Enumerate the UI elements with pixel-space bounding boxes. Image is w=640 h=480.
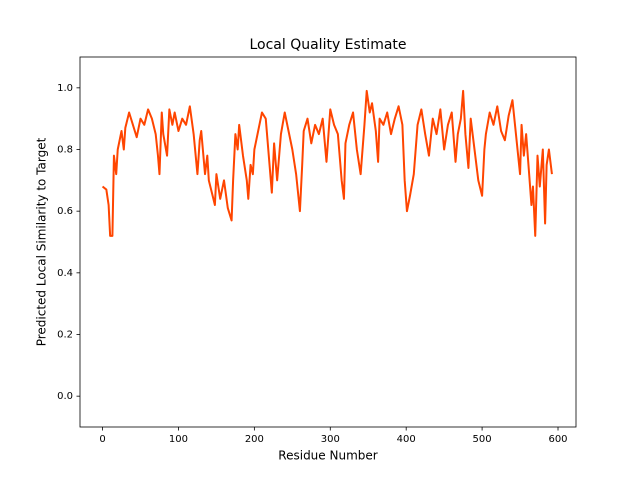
y-tick-label: 0.2: [57, 330, 73, 341]
y-tick-label: 0.8: [57, 145, 73, 156]
plot-frame: [79, 56, 577, 428]
y-tick-label: 1.0: [57, 83, 73, 94]
x-tick-label: 400: [397, 434, 416, 445]
x-tick-label: 300: [321, 434, 340, 445]
x-tick-label: 100: [169, 434, 188, 445]
x-axis-label: Residue Number: [278, 449, 377, 463]
y-tick-label: 0.0: [57, 391, 73, 402]
x-tick-label: 500: [473, 434, 492, 445]
chart-title: Local Quality Estimate: [249, 37, 406, 53]
x-tick-label: 0: [99, 434, 105, 445]
data-line: [101, 89, 553, 237]
y-axis-label: Predicted Local Similarity to Target: [35, 137, 49, 346]
x-tick-label: 600: [548, 434, 567, 445]
y-tick-label: 0.4: [57, 268, 73, 279]
x-tick-label: 200: [245, 434, 264, 445]
y-tick-label: 0.6: [57, 206, 73, 217]
